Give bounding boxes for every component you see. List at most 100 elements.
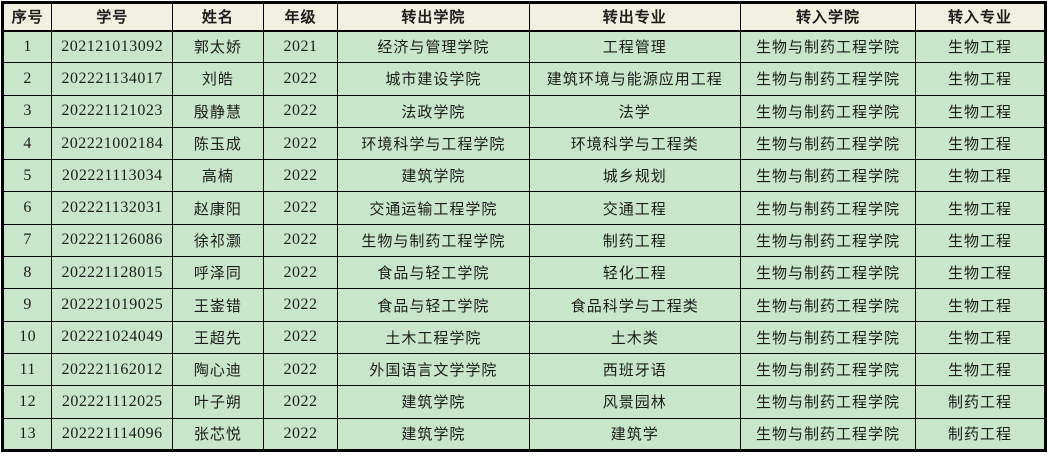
cell-grade: 2022 [262,352,339,387]
cell-grade: 2022 [262,223,339,258]
column-header-to-major: 转入专业 [915,2,1046,32]
cell-grade: 2022 [262,62,339,96]
cell-name: 殷静慧 [172,94,264,128]
cell-from-major: 西班牙语 [528,352,741,387]
cell-from-college: 环境科学与工程学院 [337,126,530,161]
cell-from-major: 食品科学与工程类 [528,288,741,322]
cell-to-college: 生物与制药工程学院 [739,94,917,128]
cell-to-college: 生物与制药工程学院 [739,62,917,96]
cell-seq: 5 [1,159,53,193]
cell-student-id: 202221132031 [51,191,174,225]
table-row: 2 202221134017 刘皓 2022 城市建设学院 建筑环境与能源应用工程 生物与制… [1,62,1046,96]
cell-from-major: 建筑学 [528,417,741,451]
table-row: 11 202221162012 陶心迪 2022 外国语言文学学院 西班牙语 生物与制药工程… [1,352,1046,387]
cell-seq: 9 [1,288,53,322]
cell-student-id: 202221134017 [51,62,174,96]
cell-name: 张芯悦 [172,417,264,451]
cell-from-college: 经济与管理学院 [337,29,530,64]
column-header-to-college: 转入学院 [739,2,917,32]
cell-to-college: 生物与制药工程学院 [739,223,917,258]
cell-grade: 2022 [262,256,339,290]
cell-name: 徐祁灏 [172,223,264,258]
cell-to-college: 生物与制药工程学院 [739,29,917,64]
cell-seq: 11 [1,352,53,387]
cell-from-major: 法学 [528,94,741,128]
cell-grade: 2022 [262,385,339,419]
cell-from-college: 土木工程学院 [337,320,530,354]
cell-to-college: 生物与制药工程学院 [739,320,917,354]
cell-student-id: 202221113034 [51,159,174,193]
cell-seq: 13 [1,417,53,451]
cell-student-id: 202221112025 [51,385,174,419]
cell-seq: 12 [1,385,53,419]
column-header-seq: 序号 [1,2,53,32]
cell-to-college: 生物与制药工程学院 [739,256,917,290]
table-row: 9 202221019025 王崟错 2022 食品与轻工学院 食品科学与工程类 生物与制药… [1,288,1046,322]
table-row: 1 202121013092 郭太娇 2021 经济与管理学院 工程管理 生物与制药工程学院… [1,29,1046,64]
cell-to-college: 生物与制药工程学院 [739,191,917,225]
cell-name: 王崟错 [172,288,264,322]
cell-to-college: 生物与制药工程学院 [739,126,917,161]
cell-grade: 2022 [262,126,339,161]
cell-grade: 2022 [262,288,339,322]
cell-seq: 4 [1,126,53,161]
cell-from-major: 工程管理 [528,29,741,64]
cell-from-major: 城乡规划 [528,159,741,193]
cell-from-college: 食品与轻工学院 [337,288,530,322]
cell-to-major: 生物工程 [915,29,1046,64]
cell-grade: 2022 [262,417,339,451]
cell-to-college: 生物与制药工程学院 [739,417,917,451]
cell-to-major: 生物工程 [915,126,1046,161]
cell-to-major: 生物工程 [915,62,1046,96]
cell-from-major: 交通工程 [528,191,741,225]
cell-to-college: 生物与制药工程学院 [739,385,917,419]
cell-to-major: 生物工程 [915,320,1046,354]
cell-to-major: 生物工程 [915,288,1046,322]
column-header-grade: 年级 [262,2,339,32]
cell-from-college: 外国语言文学学院 [337,352,530,387]
cell-name: 叶子朔 [172,385,264,419]
table-row: 5 202221113034 高楠 2022 建筑学院 城乡规划 生物与制药工程学院 生物工程 [1,159,1046,193]
cell-grade: 2022 [262,191,339,225]
cell-name: 赵康阳 [172,191,264,225]
cell-from-major: 轻化工程 [528,256,741,290]
cell-student-id: 202221019025 [51,288,174,322]
table-row: 4 202221002184 陈玉成 2022 环境科学与工程学院 环境科学与工程类 生物与… [1,126,1046,161]
cell-name: 高楠 [172,159,264,193]
cell-student-id: 202121013092 [51,29,174,64]
cell-to-major: 生物工程 [915,159,1046,193]
cell-student-id: 202221024049 [51,320,174,354]
cell-to-major: 生物工程 [915,256,1046,290]
cell-to-major: 生物工程 [915,223,1046,258]
cell-student-id: 202221002184 [51,126,174,161]
cell-seq: 1 [1,29,53,64]
cell-name: 郭太娇 [172,29,264,64]
column-header-name: 姓名 [172,2,264,32]
cell-student-id: 202221162012 [51,352,174,387]
table-row: 3 202221121023 殷静慧 2022 法政学院 法学 生物与制药工程学院 生物工程 [1,94,1046,128]
column-header-from-college: 转出学院 [337,2,530,32]
cell-from-college: 交通运输工程学院 [337,191,530,225]
cell-from-college: 生物与制药工程学院 [337,223,530,258]
cell-student-id: 202221114096 [51,417,174,451]
cell-grade: 2022 [262,320,339,354]
cell-from-major: 环境科学与工程类 [528,126,741,161]
cell-seq: 10 [1,320,53,354]
cell-grade: 2022 [262,159,339,193]
table-row: 6 202221132031 赵康阳 2022 交通运输工程学院 交通工程 生物与制药工程学… [1,191,1046,225]
cell-from-major: 制药工程 [528,223,741,258]
cell-name: 呼泽同 [172,256,264,290]
header-row: 序号 学号 姓名 年级 转出学院 转出专业 转入学院 转入专业 [1,2,1046,32]
cell-to-college: 生物与制药工程学院 [739,352,917,387]
cell-student-id: 202221126086 [51,223,174,258]
cell-to-major: 生物工程 [915,352,1046,387]
cell-to-major: 生物工程 [915,191,1046,225]
table-row: 7 202221126086 徐祁灏 2022 生物与制药工程学院 制药工程 生物与制药工程… [1,223,1046,258]
cell-from-college: 食品与轻工学院 [337,256,530,290]
cell-to-major: 生物工程 [915,94,1046,128]
column-header-student-id: 学号 [51,2,174,32]
cell-seq: 8 [1,256,53,290]
cell-from-college: 建筑学院 [337,385,530,419]
cell-grade: 2021 [262,29,339,64]
